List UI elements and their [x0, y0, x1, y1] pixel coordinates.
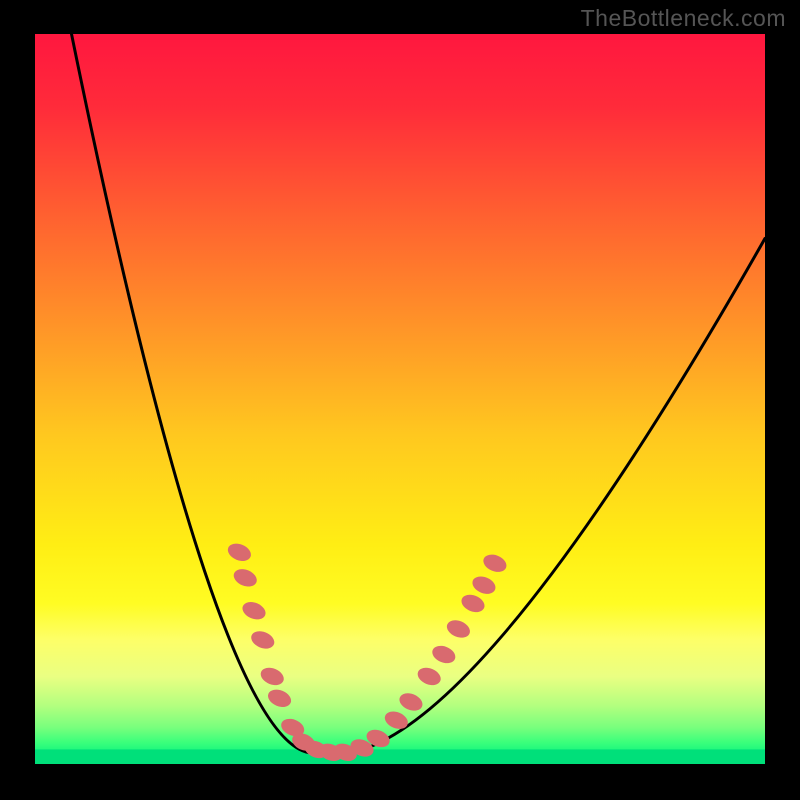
- stage: TheBottleneck.com: [0, 0, 800, 800]
- plot-gradient-background: [35, 34, 765, 764]
- watermark-text: TheBottleneck.com: [581, 5, 786, 32]
- plot-bottom-band: [35, 749, 765, 764]
- chart-svg: [0, 0, 800, 800]
